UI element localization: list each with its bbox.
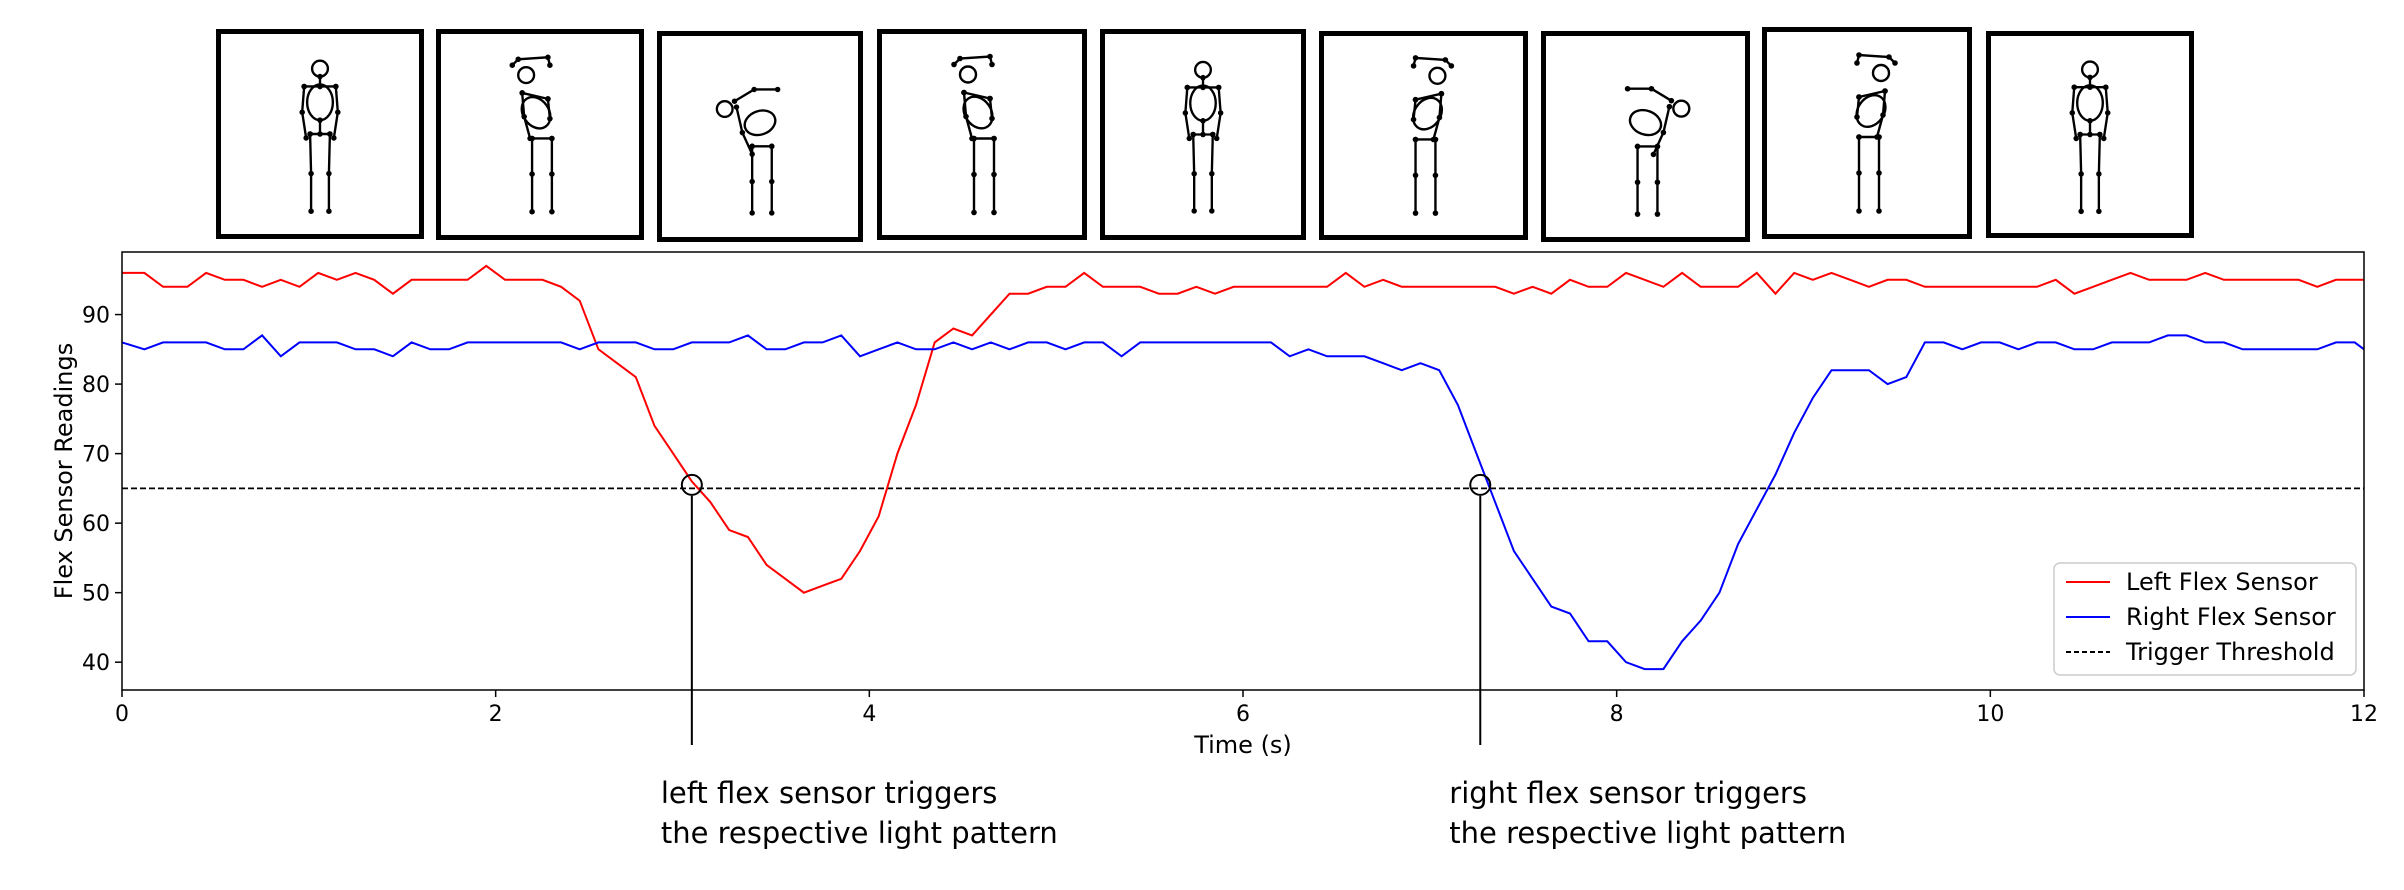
annotation-right-trigger: right flex sensor triggers the respectiv…: [1449, 773, 1846, 853]
y-tick-label: 60: [82, 512, 110, 537]
legend-label-right: Right Flex Sensor: [2126, 603, 2336, 631]
annotation-left-line-2: the respective light pattern: [660, 816, 1058, 850]
pose-frame: [436, 29, 644, 240]
stick-figure-bent-over-right-icon: [1624, 85, 1691, 217]
pose-frame: [1986, 31, 2194, 238]
series-left-flex-line: [122, 264, 2364, 594]
y-tick-label: 80: [82, 373, 110, 398]
pose-frame: [657, 31, 863, 242]
flex-sensor-chart: 0 2 4 6 8 10 12 40 50 60 70 80 90 Flex Sensor Readin…: [50, 251, 2378, 759]
y-tick-label: 90: [82, 304, 110, 329]
y-tick-label: 40: [82, 651, 110, 676]
stick-figure-bent-over-left-icon: [715, 86, 781, 216]
stick-figure-bending-left-icon: [951, 53, 997, 216]
pose-frame: [1319, 31, 1528, 240]
x-tick-label: 6: [1236, 702, 1250, 727]
plot-frame: [121, 251, 2365, 691]
stick-figure-bending-right-icon: [1854, 52, 1898, 214]
y-tick-label: 70: [82, 443, 110, 468]
trigger-point-marker: [680, 473, 703, 496]
x-tick-label: 0: [115, 702, 129, 727]
x-tick-label: 8: [1610, 702, 1624, 727]
x-tick-label: 2: [489, 702, 503, 727]
pose-frame: [1762, 27, 1972, 239]
stick-figure-standing-icon: [299, 59, 341, 214]
annotation-left-line-1: left flex sensor triggers: [660, 776, 998, 810]
pose-frame: [877, 29, 1087, 240]
x-axis-label: Time (s): [1193, 731, 1292, 759]
annotation-right-line-1: right flex sensor triggers: [1449, 776, 1807, 810]
pose-frame: [1100, 29, 1306, 240]
x-tick-label: 4: [862, 702, 876, 727]
pose-sequence-strip: [0, 0, 2404, 245]
x-tick-label: 12: [2350, 702, 2378, 727]
stick-figure-standing-icon: [1182, 60, 1224, 214]
stick-figure-standing-icon: [2069, 60, 2111, 215]
annotation-right-line-2: the respective light pattern: [1449, 816, 1847, 850]
x-tick-label: 10: [1976, 702, 2004, 727]
y-tick-label: 50: [82, 582, 110, 607]
legend-label-left: Left Flex Sensor: [2126, 568, 2318, 596]
y-axis-label: Flex Sensor Readings: [50, 343, 78, 599]
legend-label-threshold: Trigger Threshold: [2125, 638, 2335, 666]
stick-figure-bending-right-icon: [1410, 55, 1455, 216]
series-right-flex-line: [121, 334, 2365, 671]
plot-area: 0 2 4 6 8 10 12 40 50 60 70 80 90: [82, 251, 2378, 745]
legend-frame: [2053, 562, 2357, 676]
trigger-point-marker: [1469, 473, 1492, 496]
stick-figure-bending-left-icon: [509, 54, 555, 215]
legend: Left Flex Sensor Right Flex Sensor Trigg…: [2053, 562, 2357, 676]
annotation-left-trigger: left flex sensor triggers the respective…: [661, 773, 1058, 853]
pose-frame: [216, 29, 424, 239]
pose-frame: [1541, 31, 1750, 242]
